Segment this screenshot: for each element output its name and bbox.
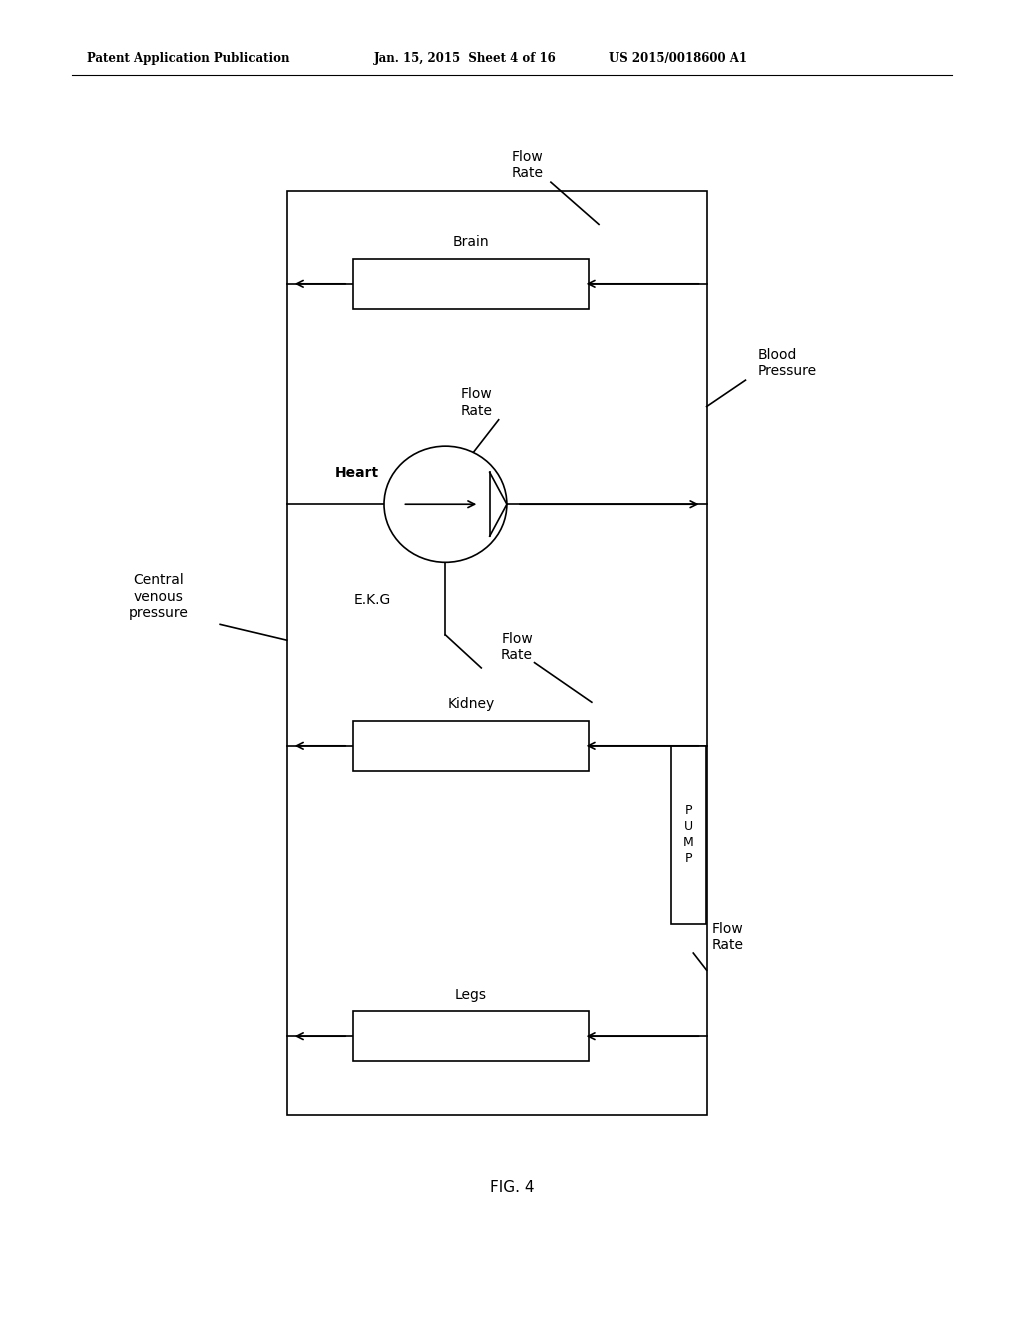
Bar <box>671 746 706 924</box>
Text: Kidney: Kidney <box>447 697 495 711</box>
Text: Jan. 15, 2015  Sheet 4 of 16: Jan. 15, 2015 Sheet 4 of 16 <box>374 51 556 65</box>
Text: Blood
Pressure: Blood Pressure <box>758 348 817 378</box>
Text: FIG. 4: FIG. 4 <box>489 1180 535 1196</box>
Text: Patent Application Publication: Patent Application Publication <box>87 51 290 65</box>
Bar <box>353 721 589 771</box>
Text: Flow
Rate: Flow Rate <box>712 923 743 952</box>
Bar <box>353 259 589 309</box>
Text: Central
venous
pressure: Central venous pressure <box>129 573 188 620</box>
Text: Brain: Brain <box>453 235 489 249</box>
Text: P
U
M
P: P U M P <box>683 804 693 866</box>
Text: E.K.G: E.K.G <box>353 593 390 607</box>
Bar <box>287 191 707 1115</box>
Text: US 2015/0018600 A1: US 2015/0018600 A1 <box>609 51 748 65</box>
Text: Flow
Rate: Flow Rate <box>501 632 534 661</box>
Text: Legs: Legs <box>455 987 487 1002</box>
Text: Heart: Heart <box>335 466 379 480</box>
Ellipse shape <box>384 446 507 562</box>
Text: Flow
Rate: Flow Rate <box>460 388 493 417</box>
Bar <box>353 1011 589 1061</box>
Text: Flow
Rate: Flow Rate <box>511 150 544 180</box>
